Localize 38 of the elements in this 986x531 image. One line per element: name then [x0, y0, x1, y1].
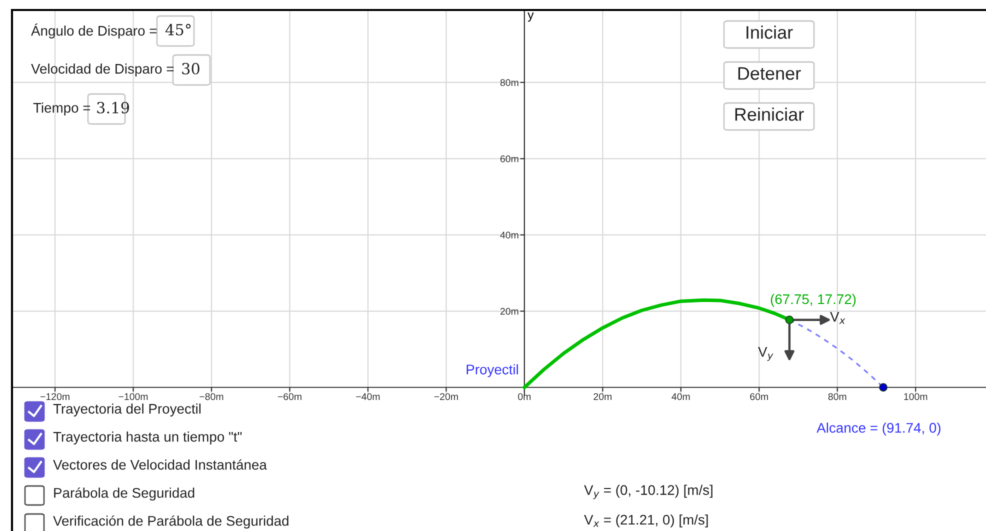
annotation: Velocidad de Disparo = — [31, 64, 174, 76]
x-tick-label: 0m — [518, 393, 531, 400]
text: V$_{y}$ = (0, -10.12) [m/s] — [584, 484, 712, 500]
annotation: 30 — [182, 62, 200, 74]
text: Parábola de Seguridad — [54, 487, 194, 501]
y-tick-label: 80m — [500, 79, 518, 86]
x-tick-label: 80m — [828, 393, 846, 400]
annotation: 3.19 — [97, 102, 129, 114]
x-tick-label: −100m — [118, 393, 148, 400]
annotation: 45° — [165, 24, 191, 36]
x-tick-label: −40m — [356, 393, 380, 400]
text: V$_{x}$ = (21.21, 0) [m/s] — [584, 514, 708, 528]
annotation: Alcance = (91.74, 0) — [816, 422, 940, 436]
text: Trayectoria del Proyectil — [53, 404, 201, 416]
annotation: Reiniciar — [735, 108, 804, 121]
y-tick-label: 60m — [500, 155, 518, 162]
x-tick-label: −120m — [40, 393, 70, 400]
y-axis-title: y — [528, 12, 534, 22]
annotation: V$_{x}$ — [830, 312, 846, 324]
x-tick-label: 60m — [750, 393, 768, 400]
text: Trayectoria hasta un tiempo "t" — [53, 432, 242, 444]
annotation: Detener — [738, 67, 801, 80]
annotation: (67.75, 17.72) — [770, 294, 856, 307]
annotation: Proyectil — [466, 364, 518, 378]
annotation: Iniciar — [746, 26, 793, 39]
x-tick-label: −60m — [278, 393, 302, 400]
x-tick-label: 20m — [594, 393, 612, 400]
x-tick-label: −80m — [200, 393, 224, 400]
text: Verificación de Parábola de Seguridad — [53, 515, 288, 529]
x-tick-label: 100m — [904, 393, 928, 400]
y-tick-label: 40m — [500, 232, 518, 239]
y-tick-label: 20m — [500, 308, 518, 315]
x-tick-label: 40m — [672, 393, 690, 400]
text: Vectores de Velocidad Instantánea — [53, 459, 267, 470]
annotation: Ángulo de Disparo = — [31, 24, 157, 38]
annotation: Tiempo = — [33, 102, 90, 116]
x-tick-label: −20m — [434, 393, 458, 400]
annotation: V$_{y}$ — [758, 347, 774, 361]
